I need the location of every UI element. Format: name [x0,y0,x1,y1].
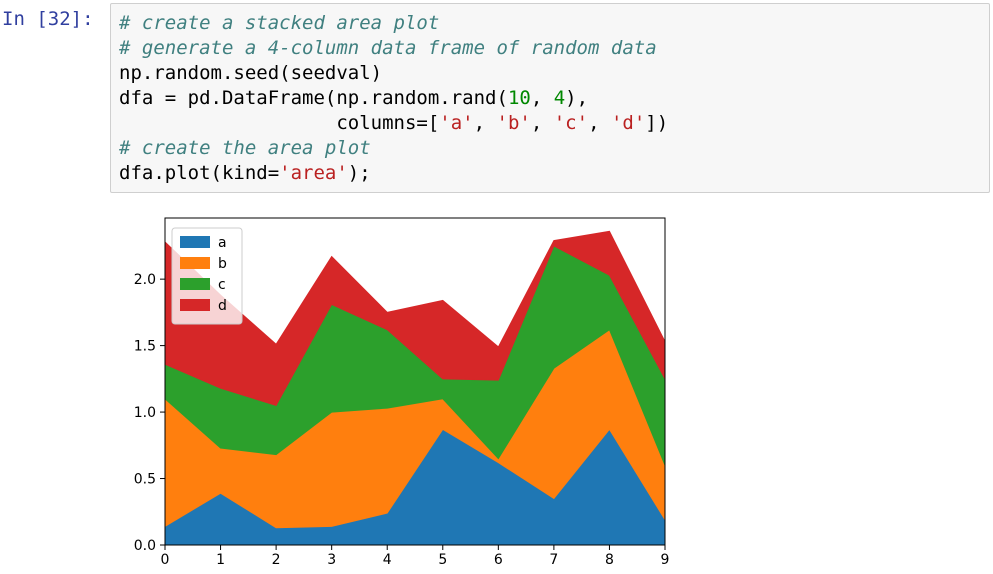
code-token: dfa = pd.DataFrame(np.random.rand( [119,87,508,109]
legend-swatch-b [180,257,210,269]
code-token: np.random.seed(seedval) [119,62,383,84]
legend-label-c: c [218,277,226,293]
code-token: dfa.plot(kind= [119,162,280,184]
x-tick-label: 2 [272,552,281,568]
code-token: ), [565,87,589,109]
code-string: 'b' [496,112,531,134]
cell-output: 0 1 2 3 4 5 6 7 8 9 0.0 0.5 1.0 1.5 2.0 a b c d [110,205,680,574]
input-prompt: In [32]: [2,8,94,30]
code-token: , [473,112,497,134]
x-tick-label: 4 [383,552,392,568]
x-tick-label: 0 [161,552,170,568]
x-tick-label: 3 [327,552,336,568]
code-number: 10 [507,87,531,109]
x-tick-label: 9 [661,552,670,568]
legend-label-b: b [218,256,227,272]
code-token: , [588,112,611,134]
code-line: np.random.seed(seedval) [119,61,668,86]
y-tick-label: 1.0 [134,405,156,421]
y-tick-label: 0.0 [134,538,156,554]
legend-swatch-a [180,236,210,248]
x-tick-label: 7 [549,552,558,568]
code-token: , [530,112,554,134]
legend-label-d: d [218,298,227,314]
legend-swatch-d [180,299,210,311]
legend-label-a: a [218,235,227,251]
code-token: ]) [645,112,669,134]
y-tick-label: 2.0 [134,272,156,288]
code-string: 'c' [553,112,589,134]
plot-frame [164,217,666,546]
code-string: 'area' [279,162,348,184]
code-comment: # generate a 4-column data frame of rand… [119,37,657,59]
code-cell-input[interactable]: # create a stacked area plot # generate a… [110,3,990,193]
code-number: 4 [553,87,566,109]
x-tick-label: 1 [216,552,225,568]
code-line: dfa = pd.DataFrame(np.random.rand(10, 4)… [119,86,668,111]
legend-swatch-c [180,278,210,290]
y-tick-label: 1.5 [134,339,156,355]
x-tick-label: 6 [494,552,503,568]
x-tick-label: 8 [605,552,614,568]
code-string: 'd' [610,112,646,134]
code-line: # create the area plot [119,136,668,161]
y-tick-label: 0.5 [134,472,156,488]
code-token: , [530,87,554,109]
code-editor[interactable]: # create a stacked area plot # generate a… [119,11,668,186]
code-comment: # create the area plot [119,137,371,159]
code-token: columns=[ [119,112,440,134]
x-tick-label: 5 [438,552,447,568]
code-line: # create a stacked area plot [119,11,668,36]
code-line: # generate a 4-column data frame of rand… [119,36,668,61]
code-string: 'a' [439,112,474,134]
code-line: columns=['a', 'b', 'c', 'd']) [119,111,668,136]
code-line: dfa.plot(kind='area'); [119,161,668,186]
code-token: ); [347,162,371,184]
code-comment: # create a stacked area plot [119,12,440,34]
